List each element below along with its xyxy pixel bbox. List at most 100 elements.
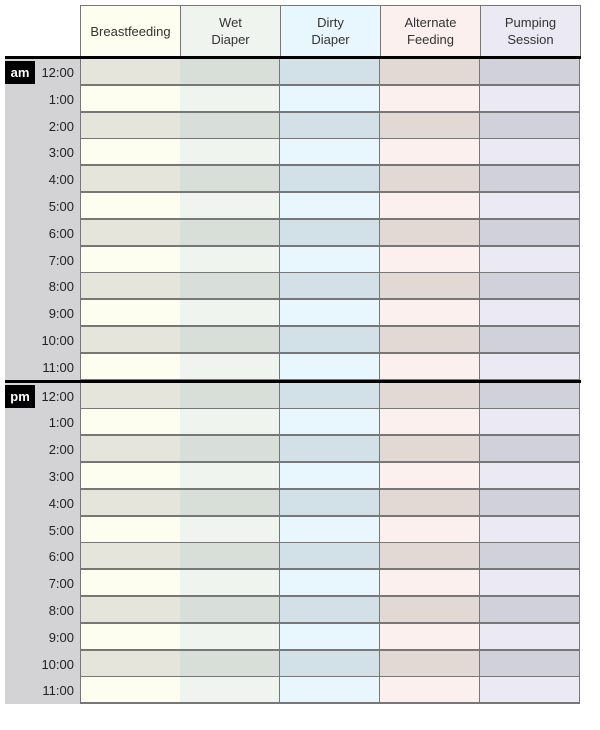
log-cell[interactable] <box>180 193 280 220</box>
log-cell[interactable] <box>80 219 181 247</box>
log-cell[interactable] <box>80 166 181 194</box>
log-cell[interactable] <box>180 436 280 464</box>
log-cell[interactable] <box>380 166 480 194</box>
log-cell[interactable] <box>180 300 280 328</box>
log-cell[interactable] <box>480 300 580 328</box>
log-cell[interactable] <box>280 489 380 517</box>
log-cell[interactable] <box>280 59 380 86</box>
log-cell[interactable] <box>380 246 480 274</box>
log-cell[interactable] <box>480 273 580 301</box>
log-cell[interactable] <box>180 166 280 194</box>
log-cell[interactable] <box>280 246 380 274</box>
log-cell[interactable] <box>80 597 181 624</box>
log-cell[interactable] <box>80 112 181 140</box>
log-cell[interactable] <box>180 543 280 571</box>
log-cell[interactable] <box>480 489 580 517</box>
log-cell[interactable] <box>380 327 480 354</box>
log-cell[interactable] <box>80 623 181 651</box>
log-cell[interactable] <box>380 463 480 490</box>
log-cell[interactable] <box>280 193 380 220</box>
log-cell[interactable] <box>480 570 580 598</box>
log-cell[interactable] <box>280 139 380 167</box>
log-cell[interactable] <box>80 677 181 705</box>
log-cell[interactable] <box>280 409 380 437</box>
log-cell[interactable] <box>180 353 280 381</box>
log-cell[interactable] <box>180 516 280 544</box>
log-cell[interactable] <box>80 489 181 517</box>
log-cell[interactable] <box>480 219 580 247</box>
log-cell[interactable] <box>480 409 580 437</box>
log-cell[interactable] <box>280 650 380 678</box>
log-cell[interactable] <box>480 59 580 86</box>
log-cell[interactable] <box>380 85 480 113</box>
log-cell[interactable] <box>180 463 280 490</box>
log-cell[interactable] <box>180 219 280 247</box>
log-cell[interactable] <box>180 677 280 705</box>
log-cell[interactable] <box>380 436 480 464</box>
log-cell[interactable] <box>280 463 380 490</box>
log-cell[interactable] <box>180 59 280 86</box>
log-cell[interactable] <box>480 327 580 354</box>
log-cell[interactable] <box>80 139 181 167</box>
log-cell[interactable] <box>280 112 380 140</box>
log-cell[interactable] <box>380 570 480 598</box>
log-cell[interactable] <box>180 409 280 437</box>
log-cell[interactable] <box>480 543 580 571</box>
log-cell[interactable] <box>480 463 580 490</box>
log-cell[interactable] <box>280 300 380 328</box>
log-cell[interactable] <box>380 597 480 624</box>
log-cell[interactable] <box>480 85 580 113</box>
log-cell[interactable] <box>180 650 280 678</box>
log-cell[interactable] <box>80 327 181 354</box>
log-cell[interactable] <box>480 650 580 678</box>
log-cell[interactable] <box>480 677 580 705</box>
log-cell[interactable] <box>380 489 480 517</box>
log-cell[interactable] <box>180 597 280 624</box>
log-cell[interactable] <box>80 570 181 598</box>
log-cell[interactable] <box>380 273 480 301</box>
log-cell[interactable] <box>480 623 580 651</box>
log-cell[interactable] <box>480 353 580 381</box>
log-cell[interactable] <box>280 543 380 571</box>
log-cell[interactable] <box>280 353 380 381</box>
log-cell[interactable] <box>480 193 580 220</box>
log-cell[interactable] <box>480 139 580 167</box>
log-cell[interactable] <box>380 409 480 437</box>
log-cell[interactable] <box>180 570 280 598</box>
log-cell[interactable] <box>280 570 380 598</box>
log-cell[interactable] <box>280 219 380 247</box>
log-cell[interactable] <box>80 300 181 328</box>
log-cell[interactable] <box>80 193 181 220</box>
log-cell[interactable] <box>480 166 580 194</box>
log-cell[interactable] <box>380 677 480 705</box>
log-cell[interactable] <box>180 489 280 517</box>
log-cell[interactable] <box>480 112 580 140</box>
log-cell[interactable] <box>80 409 181 437</box>
log-cell[interactable] <box>280 85 380 113</box>
log-cell[interactable] <box>80 246 181 274</box>
log-cell[interactable] <box>380 516 480 544</box>
log-cell[interactable] <box>80 650 181 678</box>
log-cell[interactable] <box>380 623 480 651</box>
log-cell[interactable] <box>380 139 480 167</box>
log-cell[interactable] <box>380 112 480 140</box>
log-cell[interactable] <box>480 382 580 410</box>
log-cell[interactable] <box>280 327 380 354</box>
log-cell[interactable] <box>380 382 480 410</box>
log-cell[interactable] <box>180 382 280 410</box>
log-cell[interactable] <box>80 59 181 86</box>
log-cell[interactable] <box>80 382 181 410</box>
log-cell[interactable] <box>180 246 280 274</box>
log-cell[interactable] <box>380 59 480 86</box>
log-cell[interactable] <box>180 273 280 301</box>
log-cell[interactable] <box>80 543 181 571</box>
log-cell[interactable] <box>280 516 380 544</box>
log-cell[interactable] <box>380 353 480 381</box>
log-cell[interactable] <box>280 597 380 624</box>
log-cell[interactable] <box>380 650 480 678</box>
log-cell[interactable] <box>80 463 181 490</box>
log-cell[interactable] <box>80 273 181 301</box>
log-cell[interactable] <box>280 166 380 194</box>
log-cell[interactable] <box>480 597 580 624</box>
log-cell[interactable] <box>180 112 280 140</box>
